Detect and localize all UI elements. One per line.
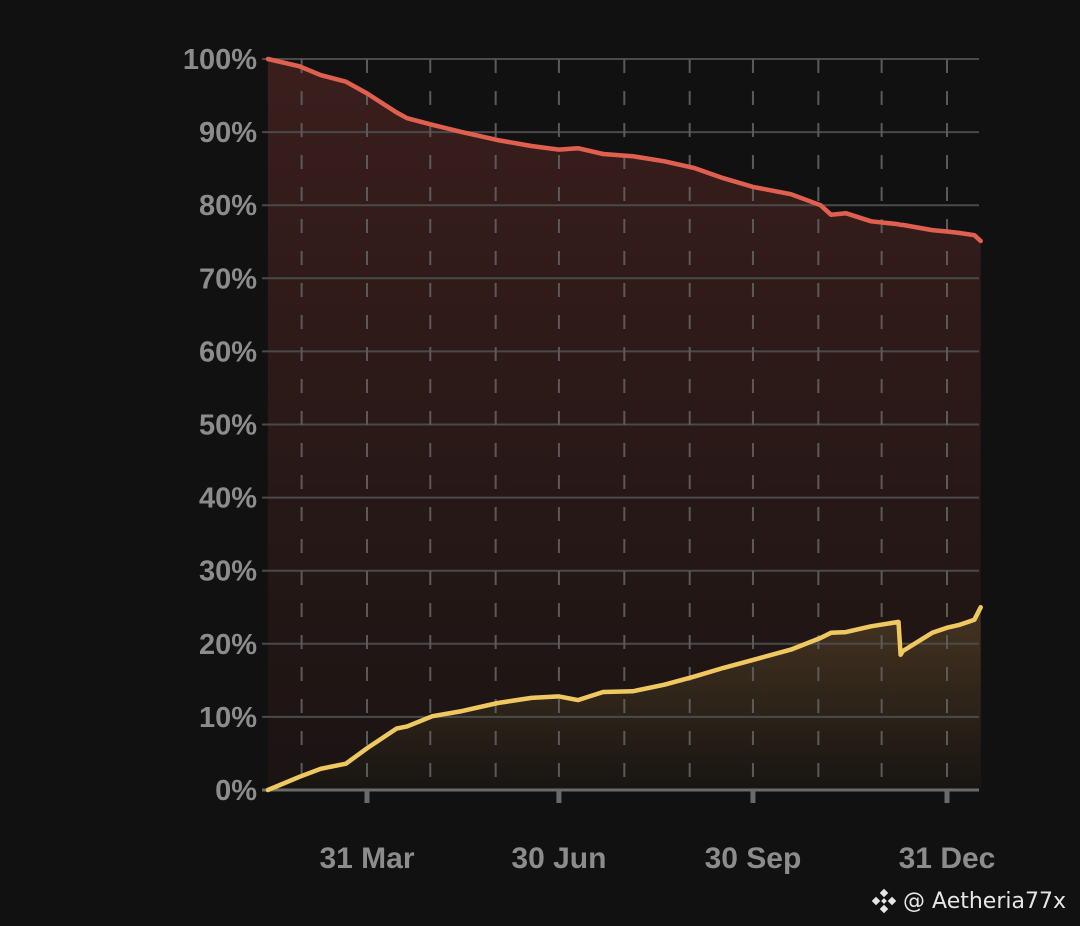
- x-tick-label: 30 Jun: [511, 842, 606, 875]
- binance-logo-icon: [871, 888, 897, 914]
- y-tick-label: 60%: [199, 336, 257, 368]
- y-tick-label: 50%: [199, 410, 257, 442]
- watermark: @ Aetheria77x: [871, 888, 1066, 914]
- x-tick-mark: [750, 789, 756, 803]
- series-line-1: [265, 56, 983, 244]
- series-line-2: [265, 605, 983, 793]
- y-tick-label: 20%: [199, 629, 257, 661]
- y-tick-label: 80%: [199, 190, 257, 222]
- y-tick-label: 100%: [183, 44, 257, 76]
- y-tick-label: 0%: [215, 775, 257, 807]
- x-tick-label: 30 Sep: [705, 842, 802, 875]
- y-tick-label: 10%: [199, 702, 257, 734]
- x-tick-mark: [944, 789, 950, 803]
- x-tick-label: 31 Dec: [899, 842, 996, 875]
- watermark-text: @ Aetheria77x: [903, 888, 1066, 914]
- x-tick-mark: [364, 789, 370, 803]
- x-tick-mark: [556, 789, 562, 803]
- x-tick-label: 31 Mar: [319, 842, 414, 875]
- y-tick-label: 90%: [199, 117, 257, 149]
- y-tick-label: 30%: [199, 556, 257, 588]
- series-area-2: [267, 607, 981, 790]
- y-tick-label: 70%: [199, 263, 257, 295]
- y-tick-label: 40%: [199, 483, 257, 515]
